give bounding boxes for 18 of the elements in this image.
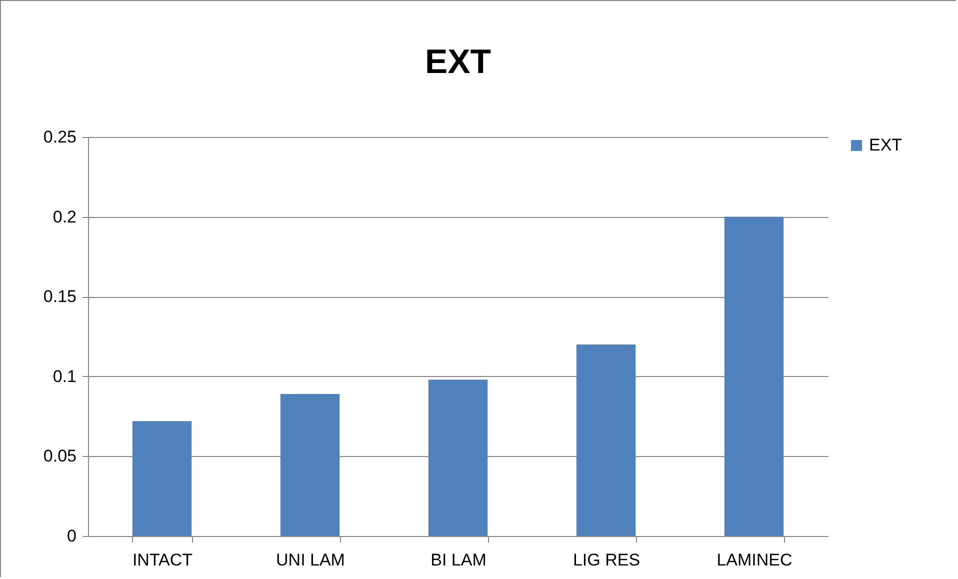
bar (576, 344, 636, 536)
y-tick-label: 0.2 (52, 207, 76, 226)
x-tick-label: BI LAM (430, 550, 486, 570)
bar (280, 394, 340, 536)
x-tick-label: LIG RES (572, 550, 640, 570)
x-tick-label: INTACT (132, 550, 193, 570)
chart-title: EXT (424, 43, 492, 81)
x-tick-label: UNI LAM (276, 550, 345, 570)
y-tick-label: 0.1 (52, 366, 76, 386)
y-tick-label: 0.25 (43, 128, 76, 146)
x-tick-label: LAMINEC (716, 550, 792, 570)
legend-label: EXT (869, 136, 902, 154)
y-tick-label: 0.15 (43, 287, 76, 306)
bar (724, 216, 784, 536)
bar (132, 421, 192, 536)
y-tick-label: 0.05 (43, 446, 76, 466)
bar (428, 380, 488, 536)
y-tick-label: 0 (67, 526, 76, 546)
